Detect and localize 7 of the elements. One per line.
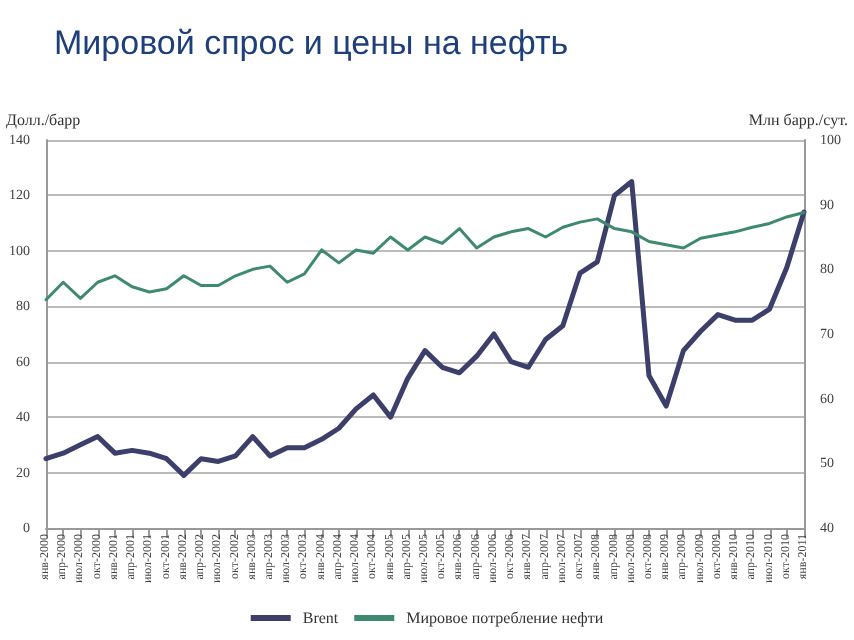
legend-label: Brent [302, 609, 340, 627]
y2-axis-title: Млн барр./сут. [748, 111, 848, 129]
line-series [43, 179, 807, 478]
line-series [44, 210, 806, 302]
y-axis-title: Долл./барр [6, 111, 81, 129]
legend-label: Мировое потребление нефти [406, 609, 605, 627]
chart-title: Мировой спрос и цены на нефть [54, 24, 569, 62]
